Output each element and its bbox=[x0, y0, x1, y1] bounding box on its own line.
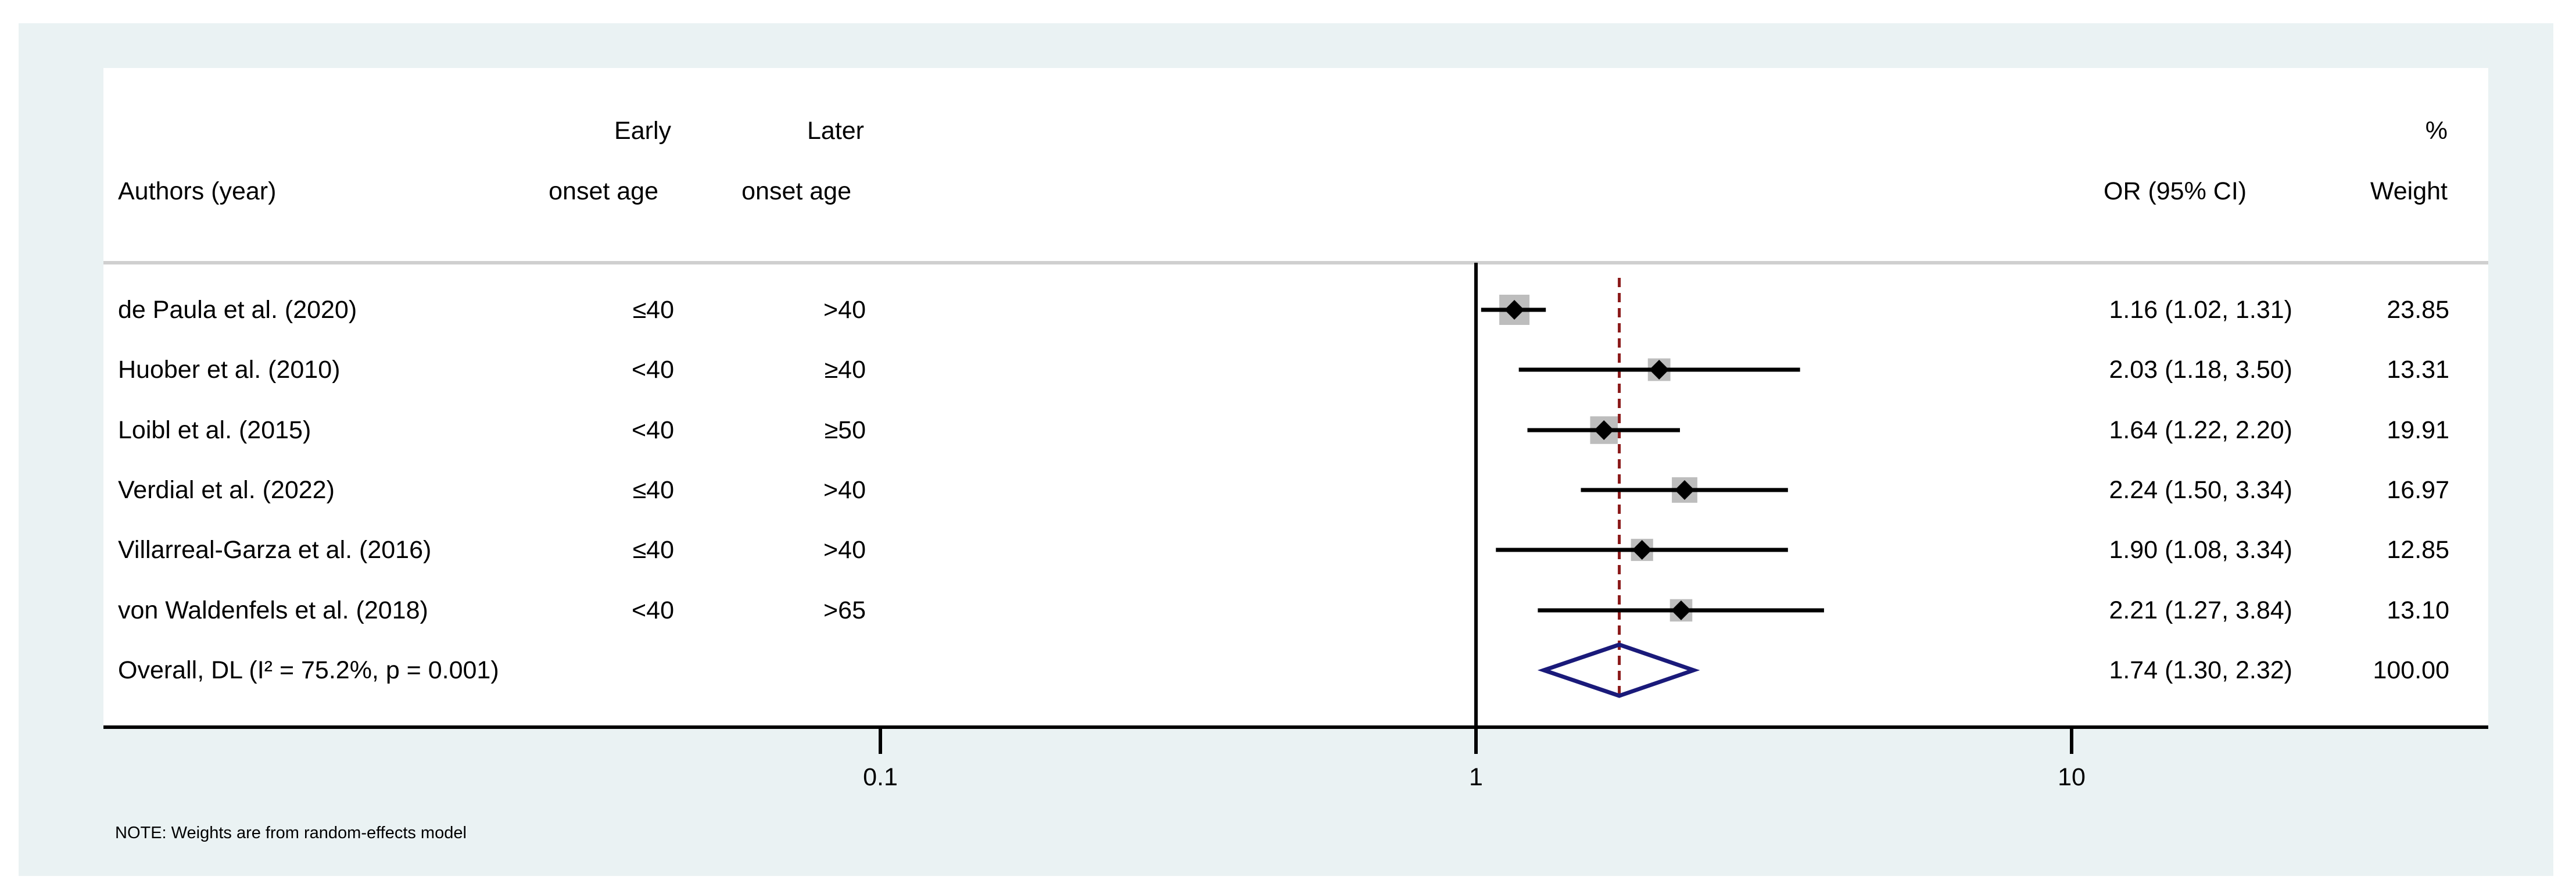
table-row: Villarreal-Garza et al. (2016) ≤40 >40 1… bbox=[118, 536, 2449, 564]
row-or-ci: 1.16 (1.02, 1.31) bbox=[2109, 296, 2292, 324]
header-later-line2: onset age bbox=[741, 177, 851, 205]
row-author: Loibl et al. (2015) bbox=[118, 416, 311, 444]
overall-diamond bbox=[1537, 642, 1700, 698]
header-or-ci: OR (95% CI) bbox=[2104, 177, 2247, 205]
header-later-line1: Later bbox=[807, 117, 864, 145]
row-early: <40 bbox=[632, 356, 674, 384]
header-early-line1: Early bbox=[614, 117, 671, 145]
overall-row: Overall, DL (I² = 75.2%, p = 0.001) 1.74… bbox=[118, 656, 2449, 684]
row-early: <40 bbox=[632, 596, 674, 624]
x-axis-tick-label: 1 bbox=[1469, 763, 1483, 791]
point-estimate-marker bbox=[1594, 420, 1614, 440]
table-row: Huober et al. (2010) <40 ≥40 2.03 (1.18,… bbox=[118, 356, 2449, 384]
table-row: von Waldenfels et al. (2018) <40 >65 2.2… bbox=[118, 596, 2449, 624]
row-author: Villarreal-Garza et al. (2016) bbox=[118, 536, 431, 564]
x-axis-tick-label: 0.1 bbox=[863, 763, 898, 791]
point-estimate-marker bbox=[1671, 600, 1692, 620]
row-author: Verdial et al. (2022) bbox=[118, 476, 335, 504]
row-early: ≤40 bbox=[633, 476, 674, 504]
row-or-ci: 1.90 (1.08, 3.34) bbox=[2109, 536, 2292, 564]
study-marks-layer bbox=[1481, 295, 1824, 698]
row-weight: 23.85 bbox=[2387, 296, 2449, 324]
header-early-line2: onset age bbox=[549, 177, 658, 205]
row-early: ≤40 bbox=[633, 536, 674, 564]
row-later: >40 bbox=[823, 296, 866, 324]
row-weight: 19.91 bbox=[2387, 416, 2449, 444]
overall-label: Overall, DL (I² = 75.2%, p = 0.001) bbox=[118, 656, 499, 684]
study-rows: de Paula et al. (2020) ≤40 >40 1.16 (1.0… bbox=[118, 296, 2449, 684]
row-or-ci: 1.64 (1.22, 2.20) bbox=[2109, 416, 2292, 444]
row-early: ≤40 bbox=[633, 296, 674, 324]
point-estimate-marker bbox=[1675, 480, 1695, 500]
row-later: >40 bbox=[823, 536, 866, 564]
x-axis-tick-label: 10 bbox=[2058, 763, 2086, 791]
header-authors: Authors (year) bbox=[118, 177, 276, 205]
row-weight: 13.31 bbox=[2387, 356, 2449, 384]
row-later: ≥50 bbox=[825, 416, 866, 444]
row-later: >40 bbox=[823, 476, 866, 504]
point-estimate-marker bbox=[1649, 360, 1669, 380]
row-or-ci: 2.24 (1.50, 3.34) bbox=[2109, 476, 2292, 504]
header-weight-line2: Weight bbox=[2370, 177, 2448, 205]
table-row: de Paula et al. (2020) ≤40 >40 1.16 (1.0… bbox=[118, 296, 2449, 324]
row-later: ≥40 bbox=[825, 356, 866, 384]
row-weight: 13.10 bbox=[2387, 596, 2449, 624]
row-weight: 12.85 bbox=[2387, 536, 2449, 564]
footnote: NOTE: Weights are from random-effects mo… bbox=[115, 824, 467, 842]
x-axis: 0.1 1 10 bbox=[103, 725, 2488, 791]
row-later: >65 bbox=[823, 596, 866, 624]
row-author: von Waldenfels et al. (2018) bbox=[118, 596, 428, 624]
row-or-ci: 2.03 (1.18, 3.50) bbox=[2109, 356, 2292, 384]
point-estimate-marker bbox=[1504, 300, 1525, 320]
row-author: Huober et al. (2010) bbox=[118, 356, 340, 384]
header-weight-line1: % bbox=[2425, 117, 2448, 145]
column-headers: Early onset age Later onset age Authors … bbox=[118, 117, 2448, 205]
row-weight: 16.97 bbox=[2387, 476, 2449, 504]
row-or-ci: 2.21 (1.27, 3.84) bbox=[2109, 596, 2292, 624]
row-early: <40 bbox=[632, 416, 674, 444]
overall-or-ci: 1.74 (1.30, 2.32) bbox=[2109, 656, 2292, 684]
point-estimate-marker bbox=[1632, 540, 1652, 560]
overall-weight: 100.00 bbox=[2373, 656, 2449, 684]
table-row: Loibl et al. (2015) <40 ≥50 1.64 (1.22, … bbox=[118, 416, 2449, 444]
plot-panel bbox=[103, 68, 2488, 727]
table-row: Verdial et al. (2022) ≤40 >40 2.24 (1.50… bbox=[118, 476, 2449, 504]
row-author: de Paula et al. (2020) bbox=[118, 296, 357, 324]
